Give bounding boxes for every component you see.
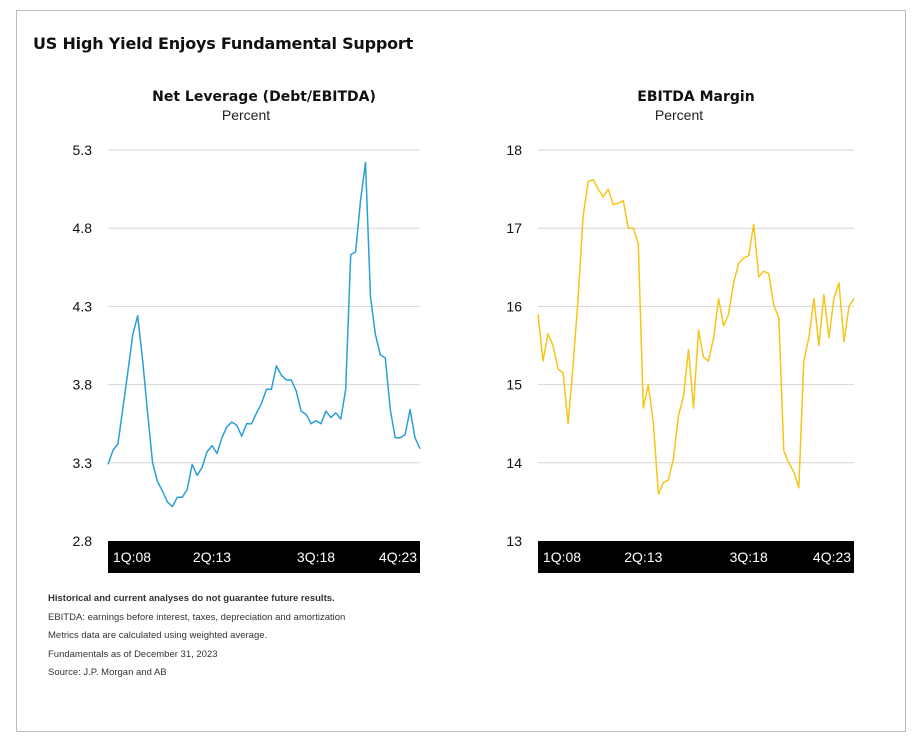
ytick-label-leverage-4: 3.3 <box>73 455 93 471</box>
xtick-label-leverage-3: 4Q:23 <box>379 549 417 565</box>
methodology-note: Metrics data are calculated using weight… <box>48 630 268 641</box>
ytick-label-leverage-0: 5.3 <box>73 142 93 158</box>
xtick-label-leverage-0: 1Q:08 <box>113 549 151 565</box>
ytick-label-leverage-1: 4.8 <box>73 220 93 236</box>
xtick-label-margin-3: 4Q:23 <box>813 549 851 565</box>
ytick-label-margin-0: 18 <box>506 142 522 158</box>
ytick-label-margin-4: 14 <box>506 455 522 471</box>
ytick-label-leverage-3: 3.8 <box>73 377 93 393</box>
disclaimer-note: Historical and current analyses do not g… <box>48 593 335 604</box>
x-axis-bar-leverage <box>108 541 420 573</box>
chart-frame <box>16 10 906 732</box>
as-of-note: Fundamentals as of December 31, 2023 <box>48 648 218 660</box>
chart-subtitle-leverage: Percent <box>221 107 271 123</box>
ytick-label-margin-5: 13 <box>506 533 522 549</box>
xtick-label-leverage-2: 3Q:18 <box>297 549 335 565</box>
ytick-label-margin-2: 16 <box>506 298 522 314</box>
ytick-label-leverage-5: 2.8 <box>73 533 93 549</box>
xtick-label-margin-1: 2Q:13 <box>624 549 662 565</box>
footnotes: Historical and current analyses do not g… <box>48 590 345 683</box>
ytick-label-margin-3: 15 <box>506 377 522 393</box>
chart-title-leverage: Net Leverage (Debt/EBITDA) <box>152 89 376 105</box>
definition-note: EBITDA: earnings before interest, taxes,… <box>48 611 346 623</box>
x-axis-bar-margin <box>538 541 854 573</box>
series-line-margin <box>537 178 855 495</box>
ytick-label-margin-1: 17 <box>506 220 522 236</box>
page-title: US High Yield Enjoys Fundamental Support <box>33 34 414 53</box>
xtick-label-margin-2: 3Q:18 <box>730 549 768 565</box>
xtick-label-leverage-1: 2Q:13 <box>193 549 231 565</box>
series-line-leverage <box>107 161 421 508</box>
source-note: Source: J.P. Morgan and AB <box>48 667 167 678</box>
chart-subtitle-margin: Percent <box>654 107 704 123</box>
ytick-label-leverage-2: 4.3 <box>73 298 93 314</box>
chart-title-margin: EBITDA Margin <box>637 89 755 105</box>
xtick-label-margin-0: 1Q:08 <box>543 549 581 565</box>
